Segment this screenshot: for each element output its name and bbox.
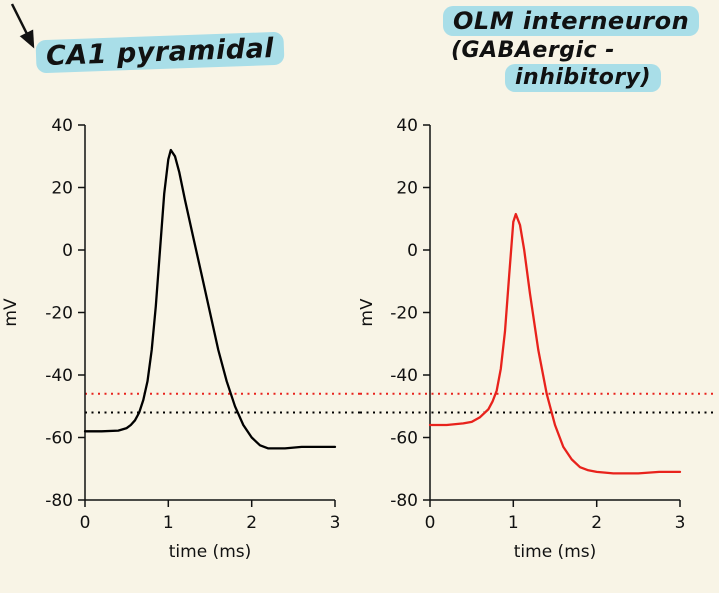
y-axis-label: mV [1,298,21,327]
chart-ca1-pyramidal: 40 20 0 -20 -40 -60 -80 0 1 2 3 mV time (ms) [0,110,360,569]
x-tick-label: 2 [246,513,257,533]
y-tick-label: 20 [396,179,418,199]
x-tick-label: 0 [80,513,91,533]
trace-olm-action-potential [428,212,682,475]
annotation-arrow-icon [10,3,35,49]
x-axis-label: time (ms) [169,542,252,562]
x-tick-label: 0 [425,513,436,533]
x-tick-label: 3 [330,513,341,533]
y-tick-label: -60 [45,429,73,449]
right-chart-label-line3: inhibitory) [505,64,699,93]
x-tick-label: 3 [675,513,686,533]
right-chart-label-line1: OLM interneuron [443,6,700,37]
x-tick-label: 1 [163,513,174,533]
x-axis-label: time (ms) [514,542,597,562]
right-chart-annotation: OLM interneuron (GABAergic - inhibitory) [443,6,700,93]
y-tick-label: -40 [390,366,418,386]
y-tick-label: 40 [51,116,73,136]
trace-ca1-action-potential [83,148,337,450]
chart-olm-interneuron: 40 20 0 -20 -40 -60 -80 0 1 2 3 mV time (ms) [357,110,719,569]
charts-row: 40 20 0 -20 -40 -60 -80 0 1 2 3 mV time (ms) 40 20 0 -2… [0,110,719,569]
left-chart-annotation: CA1 pyramidal [35,31,285,74]
right-chart-label-line2: (GABAergic - [451,38,615,64]
x-tick-label: 1 [508,513,519,533]
y-tick-label: -60 [390,429,418,449]
chart-svg: 40 20 0 -20 -40 -60 -80 0 1 2 3 mV time (ms) [1,116,360,562]
chart-svg: 40 20 0 -20 -40 -60 -80 0 1 2 3 mV time (ms) [357,116,713,562]
y-tick-label: -80 [390,491,418,511]
y-tick-label: 0 [62,241,73,261]
y-tick-label: -20 [45,304,73,324]
y-tick-label: -80 [45,491,73,511]
left-chart-label: CA1 pyramidal [35,31,285,74]
y-tick-label: 20 [51,179,73,199]
y-axis-label: mV [360,298,377,327]
x-tick-label: 2 [591,513,602,533]
y-tick-label: -40 [45,366,73,386]
y-tick-label: 40 [396,116,418,136]
y-tick-label: 0 [407,241,418,261]
y-tick-label: -20 [390,304,418,324]
